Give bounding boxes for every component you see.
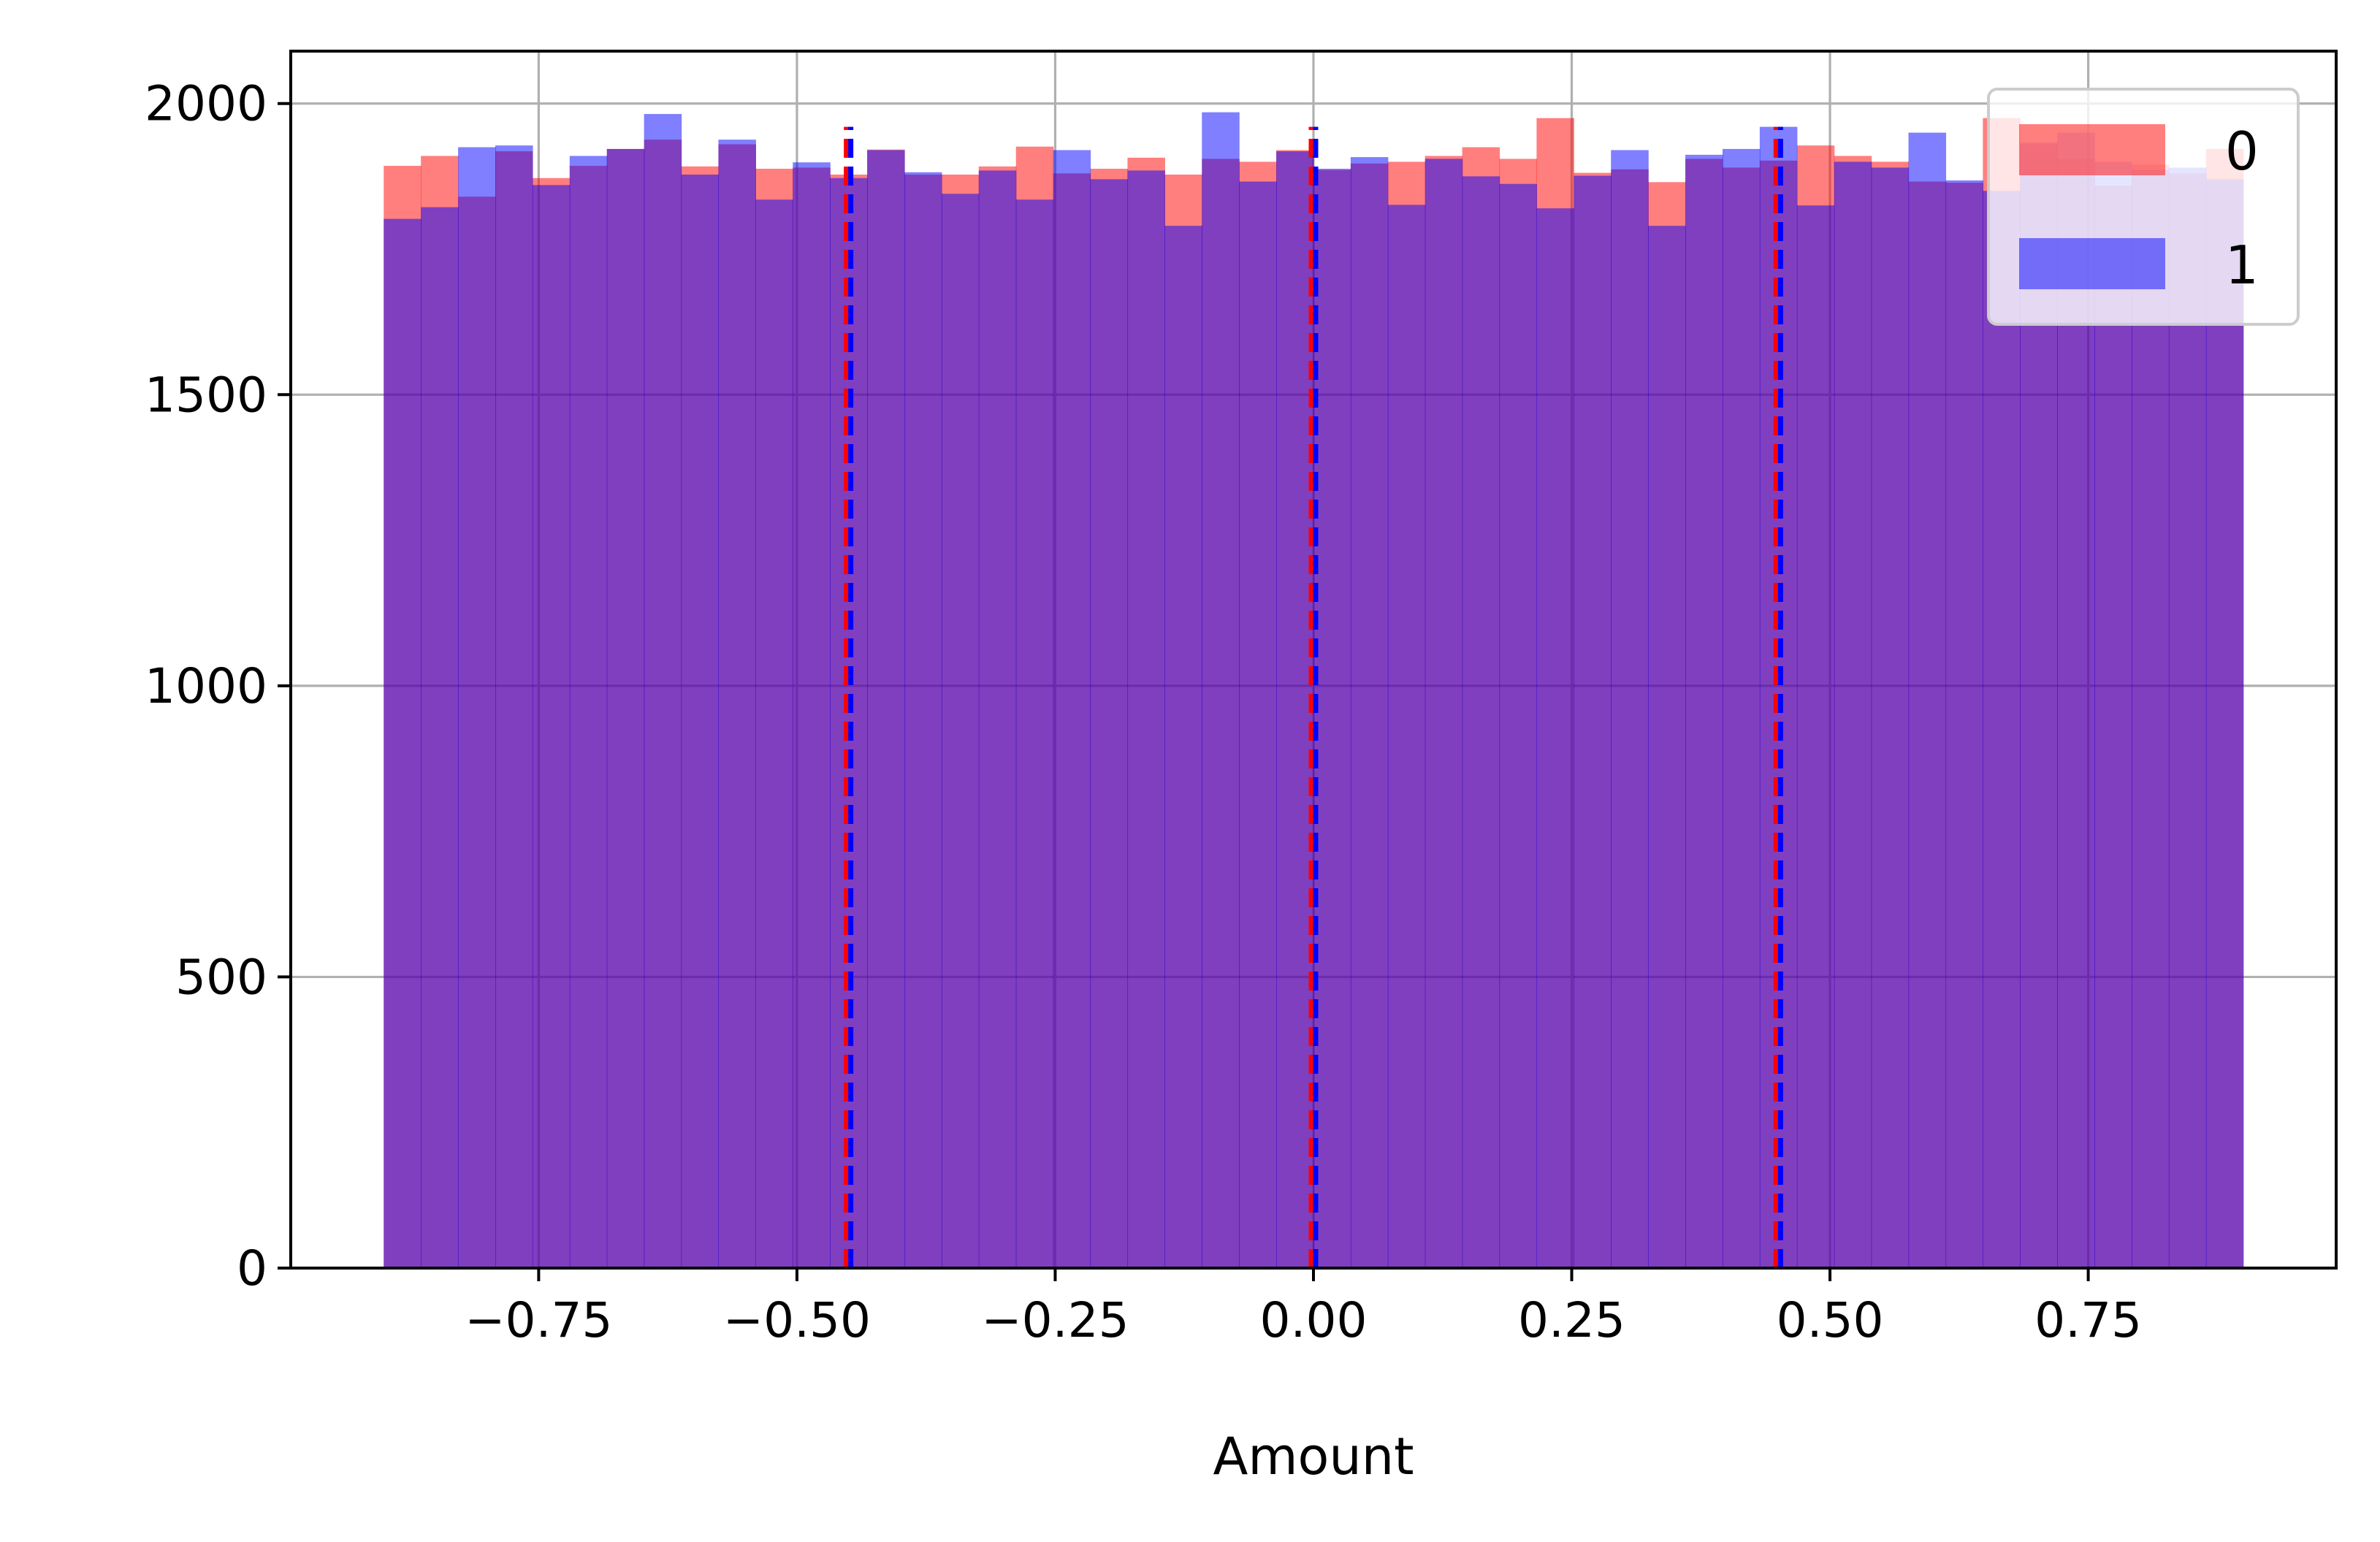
bar-series-1-30 xyxy=(1499,183,1538,1268)
y-tick-label-0: 0 xyxy=(237,1240,267,1297)
bar-series-1-28 xyxy=(1424,159,1463,1269)
bar-series-1-46 xyxy=(2094,161,2132,1268)
bar-series-1-17 xyxy=(1015,199,1054,1268)
bar-series-1-33 xyxy=(1611,150,1649,1268)
bar-series-1-15 xyxy=(941,194,980,1269)
bar-series-1-31 xyxy=(1536,208,1574,1269)
bar-series-1-3 xyxy=(495,145,533,1269)
y-tick-label-1: 500 xyxy=(175,949,267,1005)
bar-series-1-20 xyxy=(1127,170,1165,1268)
bar-series-1-4 xyxy=(532,185,571,1268)
quantile-lines xyxy=(844,126,1783,1268)
bar-series-1-6 xyxy=(606,148,645,1268)
bar-series-1-43 xyxy=(1983,191,2021,1268)
x-axis-ticks: −0.75 −0.50 −0.25 0.00 0.25 0.50 0.75 xyxy=(465,1268,2142,1348)
bar-series-1-38 xyxy=(1796,205,1835,1268)
x-tick-label-2: −0.25 xyxy=(981,1292,1129,1348)
bar-series-1-41 xyxy=(1908,132,1947,1268)
bar-series-1-29 xyxy=(1462,176,1500,1268)
bar-series-1-7 xyxy=(644,114,682,1268)
series-1-bars xyxy=(384,112,2244,1269)
bar-series-1-34 xyxy=(1648,226,1686,1268)
x-tick-label-0: −0.75 xyxy=(465,1292,612,1348)
bar-series-1-42 xyxy=(1945,180,1983,1269)
y-axis-ticks: 0 500 1000 1500 2000 xyxy=(145,76,291,1297)
bar-series-1-36 xyxy=(1723,148,1761,1268)
x-axis-label: Amount xyxy=(1213,1427,1414,1486)
bar-series-1-40 xyxy=(1871,167,1910,1269)
y-tick-label-4: 2000 xyxy=(145,76,267,132)
legend-swatch-1 xyxy=(2019,238,2165,289)
bar-series-1-48 xyxy=(2168,167,2207,1269)
x-tick-label-1: −0.50 xyxy=(723,1292,871,1348)
bar-series-1-26 xyxy=(1350,157,1389,1268)
bar-series-1-16 xyxy=(978,170,1017,1268)
bar-series-1-13 xyxy=(867,150,905,1268)
legend-label-1: 1 xyxy=(2225,234,2259,296)
x-tick-label-5: 0.50 xyxy=(1777,1292,1884,1348)
bar-series-1-39 xyxy=(1834,161,1872,1268)
bar-series-1-32 xyxy=(1574,175,1612,1268)
bar-series-1-1 xyxy=(421,207,459,1268)
bar-series-1-2 xyxy=(458,147,496,1268)
bar-series-1-5 xyxy=(569,156,608,1268)
bar-series-1-18 xyxy=(1053,150,1091,1268)
bar-series-1-8 xyxy=(681,174,720,1268)
legend-swatch-0 xyxy=(2019,124,2165,175)
bar-series-1-14 xyxy=(904,172,942,1269)
bar-series-1-11 xyxy=(793,162,831,1268)
bar-series-1-19 xyxy=(1090,179,1129,1269)
bar-series-1-22 xyxy=(1202,112,1240,1268)
bar-series-1-27 xyxy=(1387,205,1426,1268)
legend: 0 1 xyxy=(1987,88,2300,326)
bar-series-1-10 xyxy=(755,199,793,1268)
x-tick-label-4: 0.25 xyxy=(1518,1292,1625,1348)
bar-series-1-25 xyxy=(1313,169,1351,1268)
y-tick-label-2: 1000 xyxy=(145,658,267,714)
bar-series-1-49 xyxy=(2205,179,2244,1269)
legend-label-0: 0 xyxy=(2225,121,2259,182)
bar-series-1-23 xyxy=(1239,181,1277,1269)
bar-series-1-35 xyxy=(1685,154,1723,1268)
bar-series-1-47 xyxy=(2132,169,2170,1268)
x-tick-label-3: 0.00 xyxy=(1260,1292,1368,1348)
bar-series-1-0 xyxy=(384,218,422,1268)
bar-series-1-44 xyxy=(2020,142,2058,1268)
bar-series-1-9 xyxy=(718,140,756,1269)
y-tick-label-3: 1500 xyxy=(145,367,267,423)
bar-series-1-24 xyxy=(1276,151,1314,1269)
bar-series-1-21 xyxy=(1164,226,1202,1268)
x-tick-label-6: 0.75 xyxy=(2034,1292,2142,1348)
